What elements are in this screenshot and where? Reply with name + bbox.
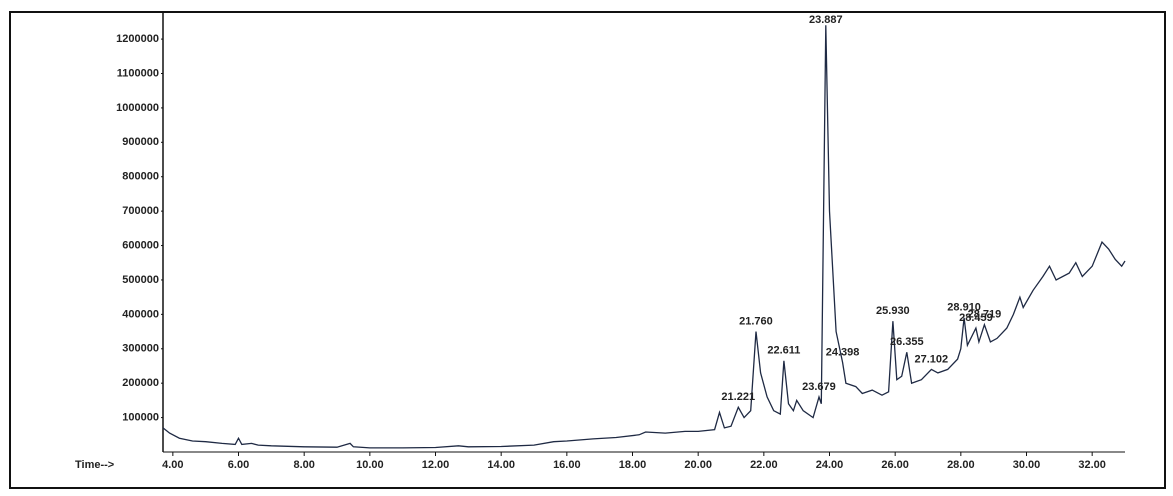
y-tick-label: 1000000 (116, 102, 159, 114)
peak-label: 28.459 (959, 312, 993, 324)
x-tick-label: 32.00 (1078, 459, 1106, 471)
x-tick-label: 18.00 (619, 459, 647, 471)
peak-label: 28.719 (968, 309, 1002, 321)
y-tick-label: 200000 (122, 377, 159, 389)
y-tick-label: 1100000 (117, 67, 159, 79)
peak-label: 25.930 (876, 305, 910, 317)
y-tick-label: 100000 (122, 411, 159, 423)
y-tick-label: 600000 (122, 239, 159, 251)
y-tick-label: 800000 (122, 171, 159, 183)
x-tick-label: 14.00 (487, 459, 515, 471)
x-tick-label: 24.00 (816, 459, 844, 471)
peak-label: 26.355 (890, 336, 924, 348)
x-tick-label: 6.00 (228, 459, 249, 471)
peak-label: 23.887 (809, 14, 843, 26)
x-tick-label: 26.00 (881, 459, 909, 471)
y-tick-label: 500000 (122, 274, 159, 286)
chromatogram-line (162, 25, 1126, 449)
y-tick-label: 900000 (122, 136, 159, 148)
x-tick-label: 8.00 (293, 459, 314, 471)
x-tick-label: 28.00 (947, 459, 975, 471)
peak-label: 28.910 (947, 302, 981, 314)
x-tick-label: 10.00 (356, 459, 384, 471)
y-tick-label: 300000 (122, 343, 159, 355)
x-tick-label: 30.00 (1013, 459, 1041, 471)
y-tick-label: 700000 (122, 205, 159, 217)
peak-label: 23.679 (802, 381, 836, 393)
y-tick-label: 1200000 (116, 33, 159, 45)
x-axis-label: Time--> (75, 459, 114, 471)
y-tick-label: 400000 (122, 308, 159, 320)
frame (9, 11, 1166, 489)
x-tick-label: 12.00 (422, 459, 450, 471)
x-tick-label: 16.00 (553, 459, 581, 471)
peak-label: 27.102 (915, 353, 949, 365)
x-tick-label: 22.00 (750, 459, 778, 471)
peak-label: 21.760 (739, 315, 773, 327)
peak-label: 24.398 (826, 346, 860, 358)
x-tick-label: 20.00 (684, 459, 712, 471)
peak-label: 21.221 (721, 391, 755, 403)
peak-label: 22.611 (767, 345, 800, 357)
x-tick-label: 4.00 (162, 459, 183, 471)
